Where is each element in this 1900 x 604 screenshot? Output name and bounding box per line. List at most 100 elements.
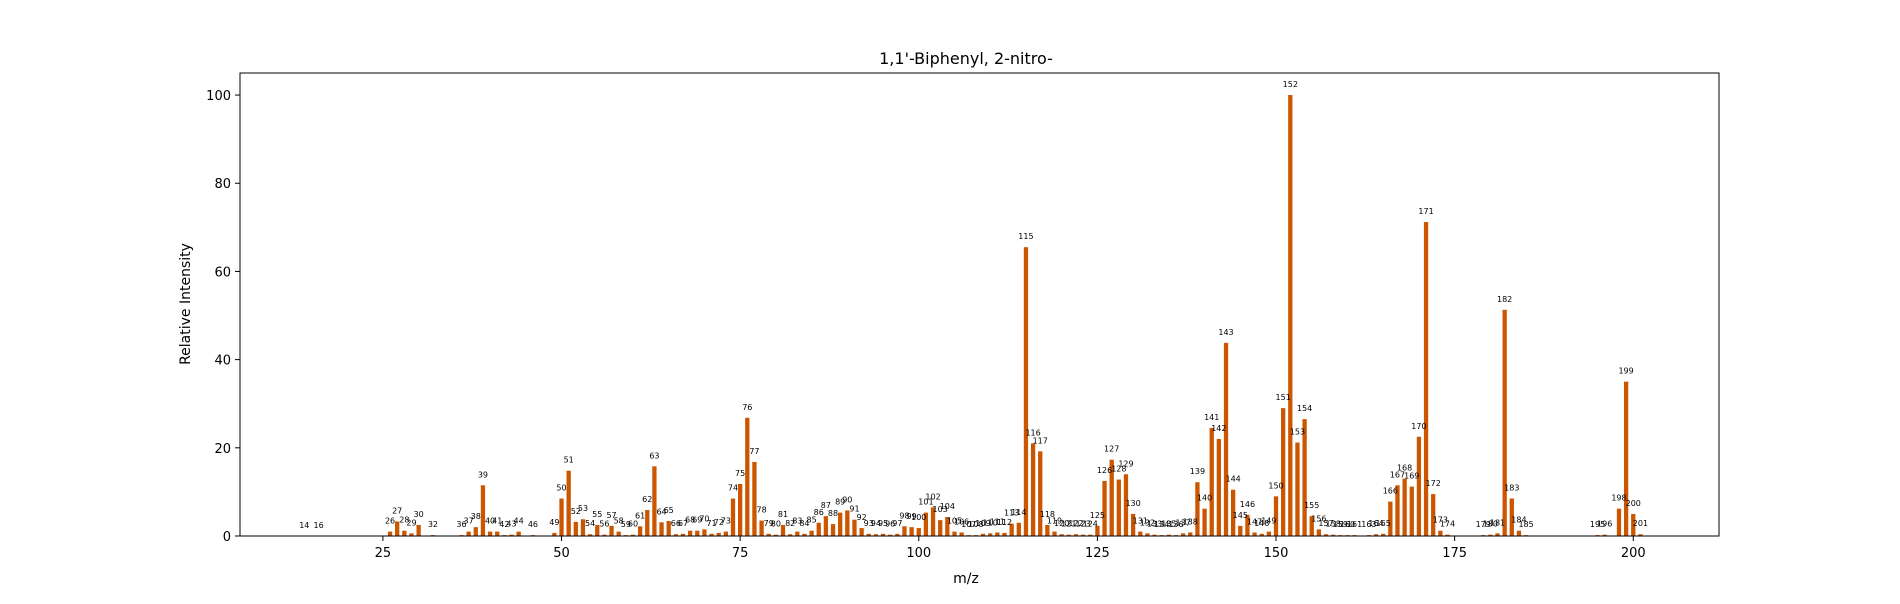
x-axis-label: m/z xyxy=(953,571,979,587)
bar-mz-90 xyxy=(845,510,850,536)
peak-label-105: 105 xyxy=(947,517,962,526)
peak-label-198: 198 xyxy=(1611,494,1626,503)
bar-mz-110 xyxy=(988,533,993,536)
bar-mz-66 xyxy=(673,534,678,536)
peak-label-100: 100 xyxy=(911,513,926,522)
bar-mz-153 xyxy=(1295,442,1300,536)
peak-label-65: 65 xyxy=(664,506,674,515)
bar-mz-73 xyxy=(723,531,728,536)
peak-label-151: 151 xyxy=(1276,393,1291,402)
y-tick-label-0: 0 xyxy=(223,530,231,545)
peak-label-181: 181 xyxy=(1490,518,1505,527)
peak-label-154: 154 xyxy=(1297,404,1312,413)
peak-label-77: 77 xyxy=(749,447,759,456)
peak-label-88: 88 xyxy=(828,509,838,518)
axes-layer: 25 50 75 100 125 150 175 200 0 20 40 60 80 100 xyxy=(206,72,1720,561)
bar-mz-57 xyxy=(609,525,614,536)
bar-mz-169 xyxy=(1409,486,1414,536)
peak-label-116: 116 xyxy=(1025,428,1040,437)
bar-mz-125 xyxy=(1095,525,1100,536)
peak-label-201: 201 xyxy=(1633,519,1648,528)
peak-label-69: 69 xyxy=(692,516,702,525)
bar-mz-184 xyxy=(1516,530,1522,536)
bar-mz-37 xyxy=(466,531,471,536)
y-tick-label-20: 20 xyxy=(214,442,231,457)
peak-label-97: 97 xyxy=(892,519,902,528)
peak-label-142: 142 xyxy=(1211,424,1226,433)
peak-label-68: 68 xyxy=(685,516,695,525)
peak-label-79: 79 xyxy=(764,519,774,528)
peak-label-167: 167 xyxy=(1390,470,1405,479)
bar-mz-74 xyxy=(730,498,736,536)
peak-label-103: 103 xyxy=(933,505,948,514)
peak-label-44: 44 xyxy=(514,517,524,526)
bar-mz-120 xyxy=(1059,534,1064,536)
plot-frame xyxy=(239,72,1720,537)
bar-mz-70 xyxy=(702,529,707,536)
bar-mz-63 xyxy=(652,466,657,536)
peak-label-173: 173 xyxy=(1433,516,1448,525)
bar-mz-135 xyxy=(1166,534,1171,536)
bar-mz-79 xyxy=(766,533,771,536)
bar-mz-86 xyxy=(816,522,821,536)
peak-label-147: 147 xyxy=(1247,517,1262,526)
peak-label-50: 50 xyxy=(556,484,566,493)
peak-label-110: 110 xyxy=(983,518,998,527)
bar-mz-77 xyxy=(752,461,757,536)
x-tick-label-175: 175 xyxy=(1442,546,1467,561)
x-tick-label-25: 25 xyxy=(375,546,392,561)
bar-mz-61 xyxy=(637,526,643,536)
peak-label-152: 152 xyxy=(1283,80,1298,89)
bar-mz-114 xyxy=(1016,522,1021,536)
peak-label-37: 37 xyxy=(464,517,474,526)
bar-mz-93 xyxy=(866,533,871,536)
bar-mz-78 xyxy=(759,520,764,536)
peak-label-71: 71 xyxy=(706,519,716,528)
bar-mz-98 xyxy=(902,526,907,536)
bar-mz-150 xyxy=(1273,496,1279,536)
peak-label-179: 179 xyxy=(1476,520,1491,529)
bar-mz-168 xyxy=(1402,478,1407,536)
bar-mz-89 xyxy=(838,512,843,536)
peak-label-166: 166 xyxy=(1383,487,1398,496)
bar-mz-100 xyxy=(916,528,921,536)
peak-label-123: 123 xyxy=(1075,520,1090,529)
bar-mz-27 xyxy=(395,521,400,536)
bar-mz-39 xyxy=(480,485,486,536)
y-tick-label-60: 60 xyxy=(214,265,231,280)
peak-label-29: 29 xyxy=(406,518,416,527)
peak-label-168: 168 xyxy=(1397,464,1412,473)
bar-mz-128 xyxy=(1116,479,1121,536)
peak-label-128: 128 xyxy=(1111,465,1126,474)
bar-mz-146 xyxy=(1245,514,1250,536)
bar-mz-29 xyxy=(409,533,414,536)
peak-label-98: 98 xyxy=(899,511,909,520)
bar-mz-51 xyxy=(566,470,571,536)
peak-label-127: 127 xyxy=(1104,445,1119,454)
bar-mz-94 xyxy=(873,534,879,536)
bar-mz-56 xyxy=(602,534,607,536)
peak-label-185: 185 xyxy=(1518,520,1533,529)
peak-label-145: 145 xyxy=(1233,511,1248,520)
peak-label-40: 40 xyxy=(485,517,495,526)
bar-mz-101 xyxy=(923,512,929,536)
peak-label-112: 112 xyxy=(997,518,1012,527)
peak-label-54: 54 xyxy=(585,519,595,528)
bar-mz-65 xyxy=(666,521,671,536)
bar-mz-198 xyxy=(1616,508,1622,536)
peak-label-153: 153 xyxy=(1290,428,1305,437)
peak-label-174: 174 xyxy=(1440,520,1455,529)
bar-mz-126 xyxy=(1102,480,1107,536)
peak-label-171: 171 xyxy=(1418,207,1433,216)
peak-label-80: 80 xyxy=(771,520,781,529)
bar-mz-84 xyxy=(802,533,807,536)
bar-mz-143 xyxy=(1223,342,1229,536)
peak-label-104: 104 xyxy=(940,502,955,511)
peak-label-150: 150 xyxy=(1268,481,1283,490)
peak-label-159: 159 xyxy=(1333,520,1348,529)
bar-mz-53 xyxy=(580,519,586,536)
bar-mz-80 xyxy=(773,534,779,536)
bar-mz-141 xyxy=(1209,427,1214,536)
bar-mz-172 xyxy=(1431,494,1436,536)
